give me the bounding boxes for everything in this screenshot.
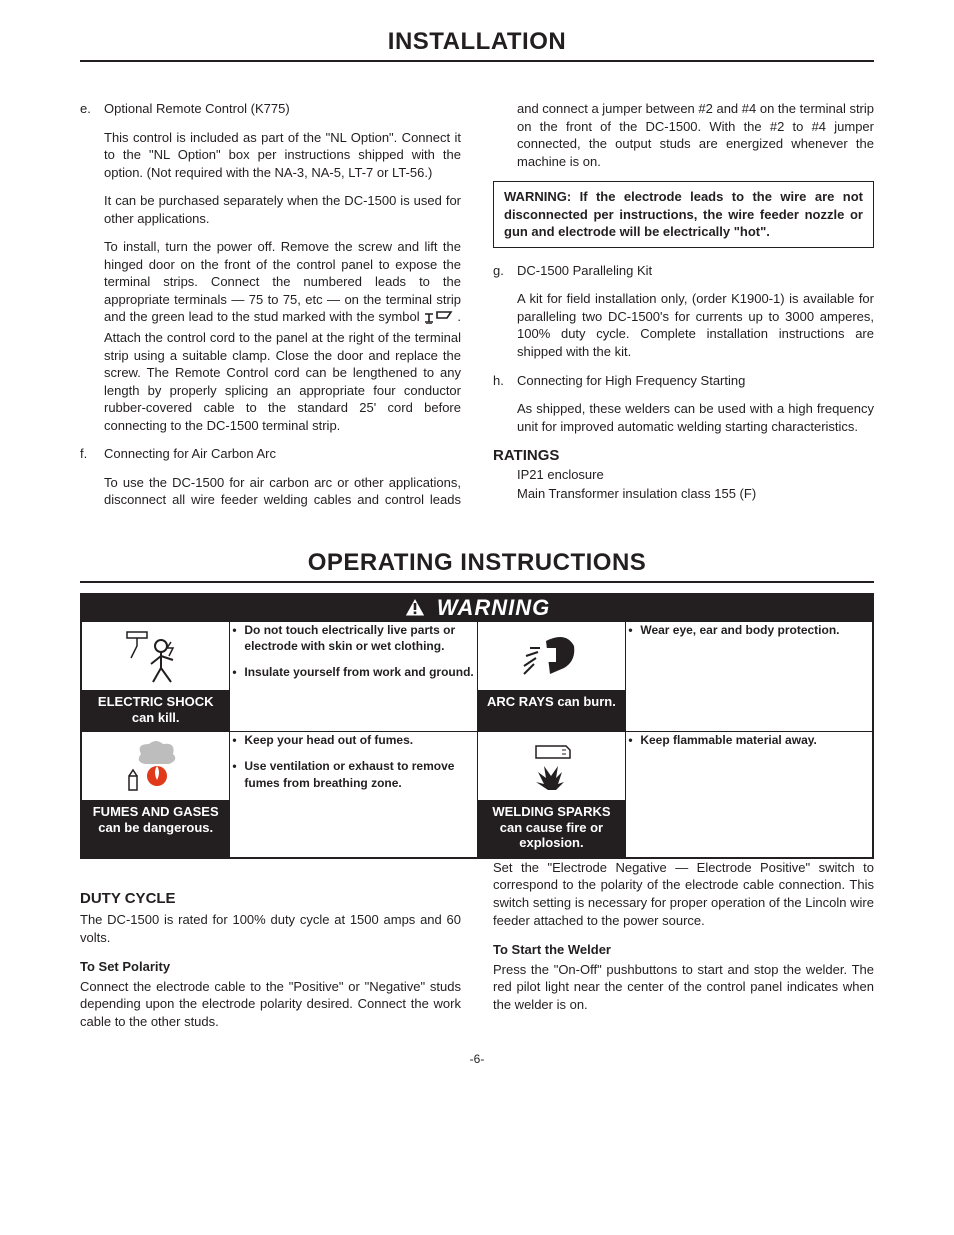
sparks-icon (478, 732, 626, 800)
item-e-marker: e. (80, 100, 91, 118)
hazard-cell-shock: ELECTRIC SHOCK can kill. (81, 621, 230, 731)
item-e-p3: To install, turn the power off. Remove t… (104, 238, 461, 434)
section-title-operating: OPERATING INSTRUCTIONS (80, 549, 874, 583)
precautions-fumes: Keep your head out of fumes. Use ventila… (230, 732, 477, 858)
hazard-label-shock: ELECTRIC SHOCK can kill. (82, 690, 229, 731)
hazard-label-arcrays: ARC RAYS can burn. (478, 690, 626, 716)
installation-body: e. Optional Remote Control (K775) This c… (80, 100, 874, 509)
polarity-p1: Connect the electrode cable to the "Posi… (80, 978, 461, 1031)
precautions-arcrays: Wear eye, ear and body protection. (626, 621, 873, 731)
hazard-label-sparks: WELDING SPARKS can cause fire or explosi… (478, 800, 626, 857)
item-g-marker: g. (493, 262, 504, 280)
item-g-title: DC-1500 Paralleling Kit (517, 263, 652, 278)
item-h-title: Connecting for High Frequency Starting (517, 373, 745, 388)
item-e-title: Optional Remote Control (K775) (104, 101, 290, 116)
warning-triangle-icon (404, 597, 426, 617)
precaution-item: Keep flammable material away. (626, 732, 872, 748)
ratings-line1: IP21 enclosure (517, 466, 874, 484)
precautions-sparks: Keep flammable material away. (626, 732, 873, 858)
warning-table: WARNING ELECTRIC SHOCK can kill. Do not … (80, 593, 874, 859)
operating-body: DUTY CYCLE The DC-1500 is rated for 100%… (80, 859, 874, 1032)
precaution-item: Do not touch electrically live parts or … (230, 622, 476, 654)
item-f-title: Connecting for Air Carbon Arc (104, 446, 276, 461)
fumes-icon (82, 732, 229, 800)
item-e-p3a: To install, turn the power off. Remove t… (104, 239, 461, 324)
item-e: e. Optional Remote Control (K775) This c… (80, 100, 461, 434)
warning-text-box: WARNING: If the electrode leads to the w… (493, 181, 874, 248)
start-welder-text: Press the "On-Off" pushbuttons to start … (493, 961, 874, 1014)
warning-header-text: WARNING (437, 595, 550, 620)
warning-row-1: ELECTRIC SHOCK can kill. Do not touch el… (81, 621, 873, 731)
item-h-marker: h. (493, 372, 504, 390)
precautions-shock: Do not touch electrically live parts or … (230, 621, 477, 731)
precaution-item: Keep your head out of fumes. (230, 732, 476, 748)
item-e-p1: This control is included as part of the … (104, 129, 461, 182)
ratings-heading: RATINGS (493, 446, 874, 466)
item-g: g. DC-1500 Paralleling Kit A kit for fie… (493, 262, 874, 361)
ratings-line2: Main Transformer insulation class 155 (F… (517, 485, 874, 503)
start-welder-heading: To Start the Welder (493, 941, 874, 959)
item-h: h. Connecting for High Frequency Startin… (493, 372, 874, 436)
item-e-p2: It can be purchased separately when the … (104, 192, 461, 227)
item-f-marker: f. (80, 445, 87, 463)
item-h-p1: As shipped, these welders can be used wi… (517, 400, 874, 435)
precaution-item: Insulate yourself from work and ground. (230, 664, 476, 680)
page-number: -6- (80, 1052, 874, 1066)
ratings-block: RATINGS IP21 enclosure Main Transformer … (493, 446, 874, 503)
precaution-item: Use ventilation or exhaust to remove fum… (230, 758, 476, 790)
ground-symbol-icon (423, 310, 453, 329)
warning-row-2: FUMES AND GASES can be dangerous. Keep y… (81, 732, 873, 858)
item-e-p3b: . Attach the control cord to the panel a… (104, 309, 461, 432)
section-title-installation: INSTALLATION (80, 28, 874, 62)
precaution-item: Wear eye, ear and body protection. (626, 622, 872, 638)
hazard-cell-arcrays: ARC RAYS can burn. (477, 621, 626, 731)
arc-rays-icon (478, 622, 626, 690)
hazard-label-fumes: FUMES AND GASES can be dangerous. (82, 800, 229, 841)
item-g-p1: A kit for field installation only, (orde… (517, 290, 874, 360)
electric-shock-icon (82, 622, 229, 690)
warning-table-header: WARNING (81, 594, 873, 622)
duty-cycle-text: The DC-1500 is rated for 100% duty cycle… (80, 911, 461, 946)
polarity-p2: Set the "Electrode Negative — Electrode … (493, 859, 874, 929)
duty-cycle-heading: DUTY CYCLE (80, 889, 461, 909)
hazard-cell-fumes: FUMES AND GASES can be dangerous. (81, 732, 230, 858)
polarity-heading: To Set Polarity (80, 958, 461, 976)
hazard-cell-sparks: WELDING SPARKS can cause fire or explosi… (477, 732, 626, 858)
